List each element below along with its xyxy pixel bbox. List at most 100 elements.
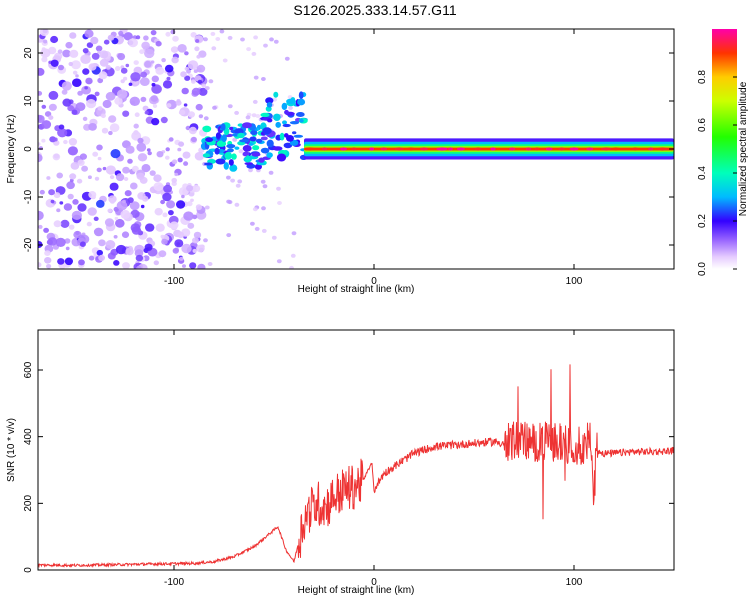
spectrogram-noise-cell (150, 60, 155, 64)
spectrogram-noise-cell (186, 69, 191, 74)
spectrogram-noise-cell (48, 189, 55, 196)
spectrogram-noise-cell (261, 206, 266, 211)
spectrogram-noise-cell (207, 262, 213, 266)
spectrogram-noise-cell (128, 82, 133, 87)
spectrogram-noise-cell (86, 42, 94, 48)
spectrogram-noise-cell (147, 151, 152, 156)
spectrogram-noise-cell (211, 46, 217, 51)
spectrogram-x-tick-label: 100 (566, 276, 583, 287)
spectrogram-noise-cell (248, 168, 253, 173)
spectrogram-noise-cell (97, 156, 102, 161)
spectrogram-noise-cell (108, 115, 117, 123)
spectrogram-noise-cell (284, 56, 290, 61)
spectrogram-noise-cell (52, 153, 61, 161)
spectrogram-noise-cell (197, 263, 206, 269)
spectrogram-noise-cell (131, 226, 142, 235)
spectrogram-noise-cell (92, 151, 99, 157)
spectrogram-noise-cell (140, 204, 145, 209)
spectrogram-noise-cell (166, 103, 172, 108)
spectrogram-noise-cell (134, 249, 144, 257)
spectrogram-transition-cell (231, 153, 237, 160)
spectrogram-noise-cell (38, 210, 44, 221)
spectrogram-noise-cell (222, 58, 228, 63)
snr-x-axis-label: Height of straight line (km) (298, 585, 415, 596)
spectrogram-noise-cell (203, 116, 209, 121)
spectrogram-carrier-peak (448, 147, 453, 151)
spectrogram-transition-cell (214, 147, 220, 155)
spectrogram-carrier-peak (369, 147, 375, 151)
spectrogram-y-tick-label: -20 (23, 237, 34, 252)
spectrogram-noise-cell (88, 123, 97, 131)
spectrogram-noise-cell (261, 77, 266, 81)
spectrogram-noise-cell (260, 179, 266, 184)
spectrogram-noise-cell (79, 153, 87, 160)
spectrogram-noise-cell (161, 58, 166, 63)
spectrogram-noise-cell (48, 115, 54, 120)
spectrogram-transition-cell (250, 130, 258, 135)
spectrogram-noise-cell (97, 106, 103, 111)
spectrogram-noise-cell (195, 39, 200, 43)
spectrogram-noise-cell (43, 39, 48, 44)
spectrogram-noise-cell (237, 179, 243, 184)
spectrogram-noise-cell (57, 128, 68, 138)
spectrogram-noise-cell (98, 254, 105, 261)
spectrogram-noise-cell (145, 223, 155, 232)
spectrogram-noise-cell (84, 29, 94, 38)
spectrogram-noise-cell (139, 77, 150, 86)
spectrogram-noise-cell (67, 193, 74, 200)
spectrogram-noise-cell (67, 146, 78, 156)
spectrogram-noise-cell (198, 87, 208, 96)
spectrogram-noise-cell (38, 146, 43, 151)
spectrogram-noise-cell (71, 210, 82, 220)
spectrogram-noise-cell (109, 175, 115, 180)
spectrogram-noise-cell (77, 203, 87, 212)
spectrogram-noise-cell (194, 46, 200, 52)
spectrogram-noise-cell (133, 80, 139, 85)
spectrogram-noise-cell (81, 85, 91, 95)
spectrogram-noise-cell (80, 54, 91, 64)
spectrogram-noise-cell (71, 60, 81, 70)
spectrogram-transition-cell (215, 158, 226, 165)
spectrogram-noise-cell (84, 86, 88, 90)
spectrogram-noise-cell (139, 49, 145, 55)
spectrogram-noise-cell (66, 181, 75, 190)
spectrogram-noise-cell (120, 67, 128, 74)
spectrogram-noise-cell (165, 31, 171, 37)
spectrogram-noise-cell (177, 44, 187, 53)
spectrogram-noise-cell (144, 48, 155, 59)
spectrogram-noise-cell (165, 147, 170, 152)
spectrogram-noise-cell (137, 153, 148, 162)
spectrogram-transition-cell (286, 98, 296, 105)
spectrogram-noise-cell (188, 111, 195, 118)
spectrogram-noise-cell (254, 226, 260, 231)
spectrogram-carrier-peak (419, 147, 428, 151)
spectrogram-noise-cell (88, 191, 97, 199)
spectrogram-noise-cell (39, 29, 49, 37)
spectrogram-noise-cell (61, 89, 68, 95)
spectrogram-transition-cell (223, 162, 229, 170)
spectrogram-noise-cell (115, 218, 125, 228)
spectrogram-carrier-peak (558, 147, 565, 151)
spectrogram-transition-cell (289, 121, 300, 125)
spectrogram-noise-cell (194, 151, 205, 161)
spectrogram-noise-cell (46, 264, 52, 269)
spectrogram-noise-cell (177, 231, 185, 239)
spectrogram-noise-cell (196, 64, 206, 73)
spectrogram-transition-cell (276, 153, 287, 162)
spectrogram-carrier-peak (509, 147, 516, 151)
spectrogram-noise-cell (46, 176, 51, 180)
spectrogram-noise-cell (176, 200, 186, 209)
spectrogram-noise-cell (98, 71, 108, 80)
spectrogram-noise-cell (201, 83, 206, 88)
spectrogram-noise-cell (63, 139, 68, 145)
spectrogram-carrier-peak (569, 147, 579, 151)
snr-x-tick-label: 0 (371, 577, 377, 588)
spectrogram-y-tick-label: 10 (23, 95, 34, 107)
spectrogram-noise-cell (96, 167, 102, 173)
spectrogram-noise-cell (196, 54, 201, 59)
spectrogram-noise-cell (90, 36, 99, 45)
spectrogram-noise-cell (87, 207, 97, 216)
spectrogram-noise-cell (55, 237, 66, 247)
spectrogram-carrier-peak (456, 147, 465, 151)
